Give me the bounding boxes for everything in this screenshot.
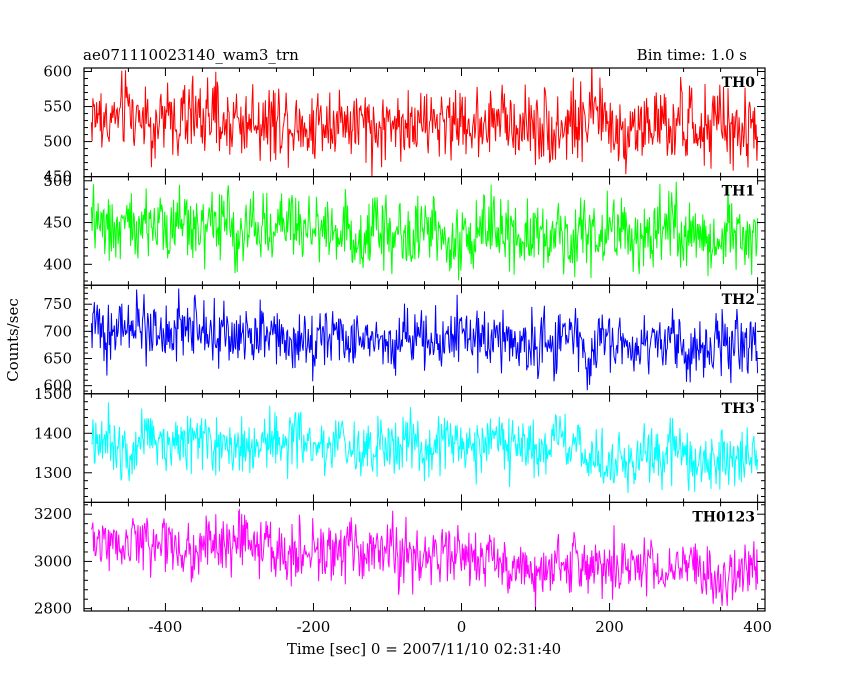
- series-label-th0123: TH0123: [692, 509, 755, 525]
- plot-title: ae071110023140_wam3_trn: [83, 46, 299, 64]
- y-tick-label: 400: [43, 255, 72, 273]
- series-label-th0: TH0: [722, 75, 756, 91]
- series-label-th1: TH1: [722, 184, 755, 200]
- x-tick-label: 400: [743, 618, 772, 636]
- y-tick-label: 650: [43, 350, 72, 368]
- y-tick-label: 550: [43, 98, 72, 116]
- panel-frame: [83, 393, 766, 503]
- y-tick-label: 1300: [34, 464, 72, 482]
- series-label-th3: TH3: [722, 401, 755, 417]
- y-tick-label: 750: [43, 295, 72, 313]
- series-line-th2: [90, 288, 759, 391]
- y-tick-label: 700: [43, 322, 72, 340]
- y-axis-label: Counts/sec: [4, 298, 22, 382]
- x-tick-label: -400: [149, 618, 183, 636]
- y-tick-label: 600: [43, 63, 72, 81]
- y-tick-label: 450: [43, 168, 72, 186]
- series-line-th0: [90, 68, 759, 177]
- y-tick-label: 500: [43, 133, 72, 151]
- y-tick-label: 1400: [34, 424, 72, 442]
- x-tick-label: 200: [595, 618, 624, 636]
- series-line-th1: [90, 181, 759, 281]
- y-tick-label: 500: [43, 172, 72, 190]
- y-tick-label: 1500: [34, 385, 72, 403]
- series-line-th0123: [90, 508, 759, 611]
- y-tick-label: 3000: [34, 552, 72, 570]
- series-line-th3: [91, 402, 759, 494]
- bin-time-label: Bin time: 1.0 s: [637, 46, 747, 64]
- y-tick-label: 450: [43, 214, 72, 232]
- series-label-th2: TH2: [722, 292, 755, 308]
- x-tick-label: -200: [297, 618, 331, 636]
- y-tick-label: 3200: [34, 505, 72, 523]
- y-tick-label: 600: [43, 377, 72, 395]
- y-tick-label: 2800: [34, 600, 72, 618]
- x-tick-label: 0: [457, 618, 467, 636]
- x-axis-label: Time [sec] 0 = 2007/11/10 02:31:40: [287, 640, 561, 658]
